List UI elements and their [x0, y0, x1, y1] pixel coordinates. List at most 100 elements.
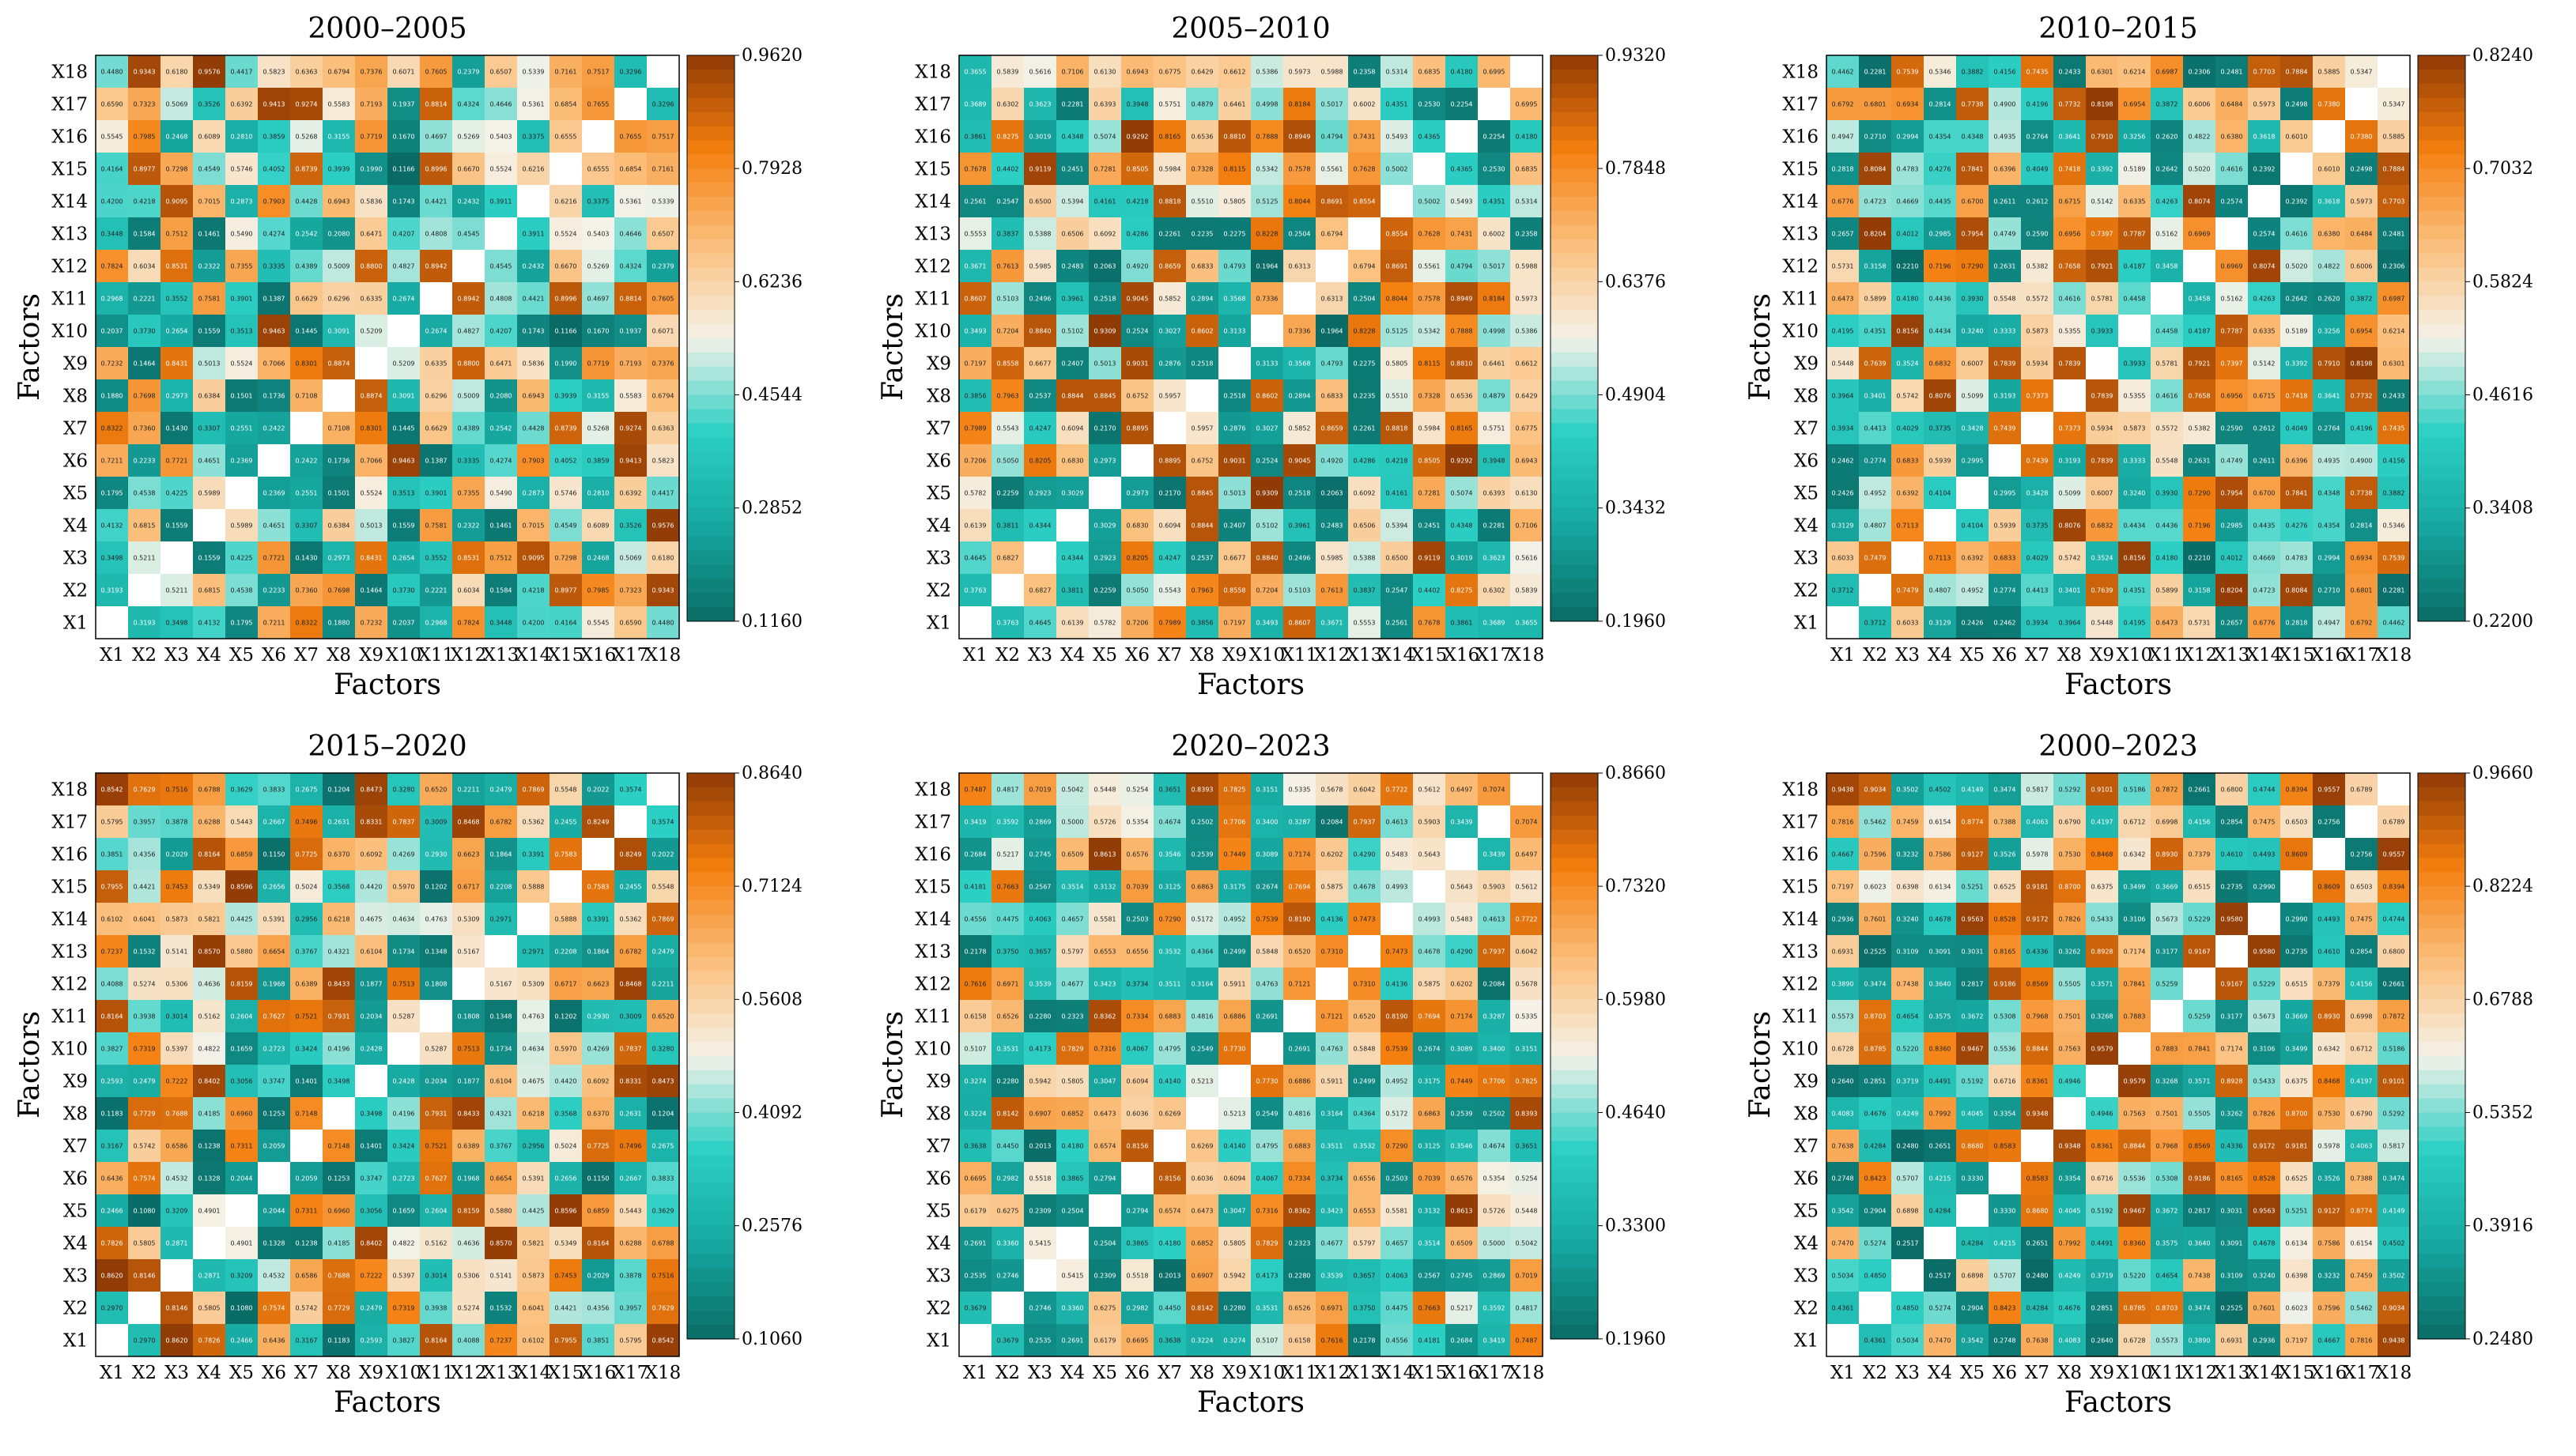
cell-value-label: 0.4180 [1159, 1240, 1181, 1247]
cell-value-label: 0.7706 [1483, 1078, 1505, 1085]
colorbar-segment [2418, 168, 2465, 183]
cell-value-label: 0.2037 [393, 620, 415, 627]
cell-value-label: 0.4646 [490, 101, 512, 108]
cell-value-label: 0.1734 [393, 949, 415, 956]
heatmap-cell [420, 509, 452, 541]
heatmap-cell [355, 379, 387, 412]
cell-value-label: 0.6794 [328, 69, 350, 76]
cell-value-label: 0.4180 [2156, 555, 2178, 562]
cell-value-label: 0.3513 [393, 490, 415, 497]
colorbar-segment [1551, 829, 1598, 845]
cell-value-label: 0.7431 [1451, 231, 1473, 238]
heatmap-cell [193, 315, 225, 347]
colorbar-segment [2418, 956, 2465, 972]
cell-value-label: 0.5751 [1483, 425, 1505, 432]
cell-value-label: 0.8977 [555, 587, 577, 594]
cell-value-label: 0.5852 [1159, 296, 1181, 303]
cell-value-label: 0.5678 [1321, 786, 1343, 794]
heatmap-cell [290, 217, 323, 250]
cell-value-label: 0.5490 [490, 490, 512, 497]
heatmap-cell-diagonal [2215, 217, 2248, 250]
cell-value-label: 0.3274 [1224, 1337, 1246, 1345]
cell-value-label: 0.3574 [620, 786, 642, 794]
cell-value-label: 0.7992 [2059, 1240, 2081, 1247]
cell-value-label: 0.6728 [2124, 1337, 2146, 1345]
cell-value-label: 0.8473 [652, 1078, 674, 1085]
x-tick-label: X16 [1444, 645, 1480, 666]
heatmap-cell [161, 153, 193, 185]
cell-value-label: 0.6995 [1483, 69, 1505, 76]
cell-value-label: 0.2710 [2318, 587, 2340, 594]
cell-value-label: 0.7869 [523, 786, 545, 794]
cell-value-label: 0.3193 [2059, 458, 2081, 465]
cell-value-label: 0.5102 [1062, 328, 1084, 335]
cell-value-label: 0.6670 [555, 263, 577, 270]
cell-value-label: 0.8184 [1289, 101, 1311, 108]
cell-value-label: 0.2530 [1483, 166, 1505, 173]
cell-value-label: 0.3901 [231, 296, 253, 303]
cell-value-label: 0.7311 [231, 1143, 253, 1150]
cell-value-label: 0.2358 [1516, 231, 1538, 238]
heatmap-cell-diagonal [2118, 315, 2151, 347]
cell-value-label: 0.3091 [1929, 949, 1951, 956]
heatmap-cell [582, 282, 614, 315]
cell-value-label: 0.7521 [296, 1013, 318, 1020]
cell-value-label: 0.4197 [2351, 1078, 2373, 1085]
colorbar-segment [687, 999, 735, 1014]
colorbar-segment [2418, 83, 2465, 99]
cell-value-label: 0.2810 [587, 490, 610, 497]
cell-value-label: 0.2956 [296, 916, 318, 923]
cell-value-label: 0.3167 [101, 1143, 123, 1150]
cell-value-label: 0.4952 [1386, 1078, 1408, 1085]
heatmap-cell-diagonal [1478, 88, 1510, 120]
cell-value-label: 0.3640 [1929, 981, 1951, 988]
cell-value-label: 0.9119 [1418, 555, 1441, 562]
cell-value-label: 0.4793 [1224, 263, 1246, 270]
cell-value-label: 0.5162 [198, 1013, 221, 1020]
x-tick-label: X8 [327, 1363, 351, 1383]
cell-value-label: 0.3671 [965, 263, 987, 270]
cell-value-label: 0.3439 [1483, 851, 1505, 858]
cell-value-label: 0.6859 [231, 851, 253, 858]
cell-value-label: 0.2306 [2189, 69, 2211, 76]
cell-value-label: 0.3474 [2189, 1305, 2211, 1312]
cell-value-label: 0.3934 [2026, 620, 2049, 627]
cell-value-label: 0.1430 [296, 555, 318, 562]
colorbar-segment [687, 815, 735, 831]
cell-value-label: 0.7197 [1224, 620, 1246, 627]
cell-value-label: 0.5873 [2026, 328, 2049, 335]
cell-value-label: 0.7719 [361, 134, 383, 141]
colorbar-tick-label: 0.4092 [742, 1103, 803, 1123]
cell-value-label: 0.7373 [2026, 393, 2049, 400]
colorbar-segment [1551, 55, 1598, 70]
cell-value-label: 0.1464 [361, 587, 383, 594]
heatmap-cell [582, 217, 614, 250]
cell-value-label: 0.4180 [1897, 296, 1919, 303]
colorbar-segment [2418, 1084, 2465, 1100]
cell-value-label: 0.4196 [328, 1046, 350, 1053]
x-tick-label: X1 [963, 1363, 988, 1383]
cell-value-label: 0.8361 [2091, 1143, 2113, 1150]
cell-value-label: 0.5483 [1386, 851, 1408, 858]
cell-value-label: 0.3224 [965, 1111, 987, 1118]
cell-value-label: 0.2854 [2221, 819, 2243, 826]
cell-value-label: 0.2675 [652, 1143, 674, 1150]
cell-value-label: 0.6497 [1451, 786, 1473, 794]
cell-value-label: 0.2973 [166, 393, 188, 400]
cell-value-label: 0.8659 [1159, 263, 1181, 270]
cell-value-label: 0.4545 [458, 231, 480, 238]
heatmap-cell [517, 444, 550, 477]
cell-value-label: 0.1501 [231, 393, 253, 400]
cell-value-label: 0.2657 [2221, 620, 2243, 627]
cell-value-label: 0.4140 [1159, 1078, 1181, 1085]
cell-value-label: 0.7211 [101, 458, 123, 465]
colorbar-segment [1551, 168, 1598, 183]
heatmap-cell-diagonal [1989, 444, 2021, 477]
cell-value-label: 0.8468 [2318, 1078, 2340, 1085]
cell-value-label: 0.2985 [1929, 231, 1951, 238]
cell-value-label: 0.3933 [2124, 360, 2146, 368]
cell-value-label: 0.3592 [1483, 1305, 1505, 1312]
cell-value-label: 0.5013 [1224, 490, 1246, 497]
heatmap-cell-diagonal [1445, 120, 1478, 153]
cell-value-label: 0.4783 [1897, 166, 1919, 173]
